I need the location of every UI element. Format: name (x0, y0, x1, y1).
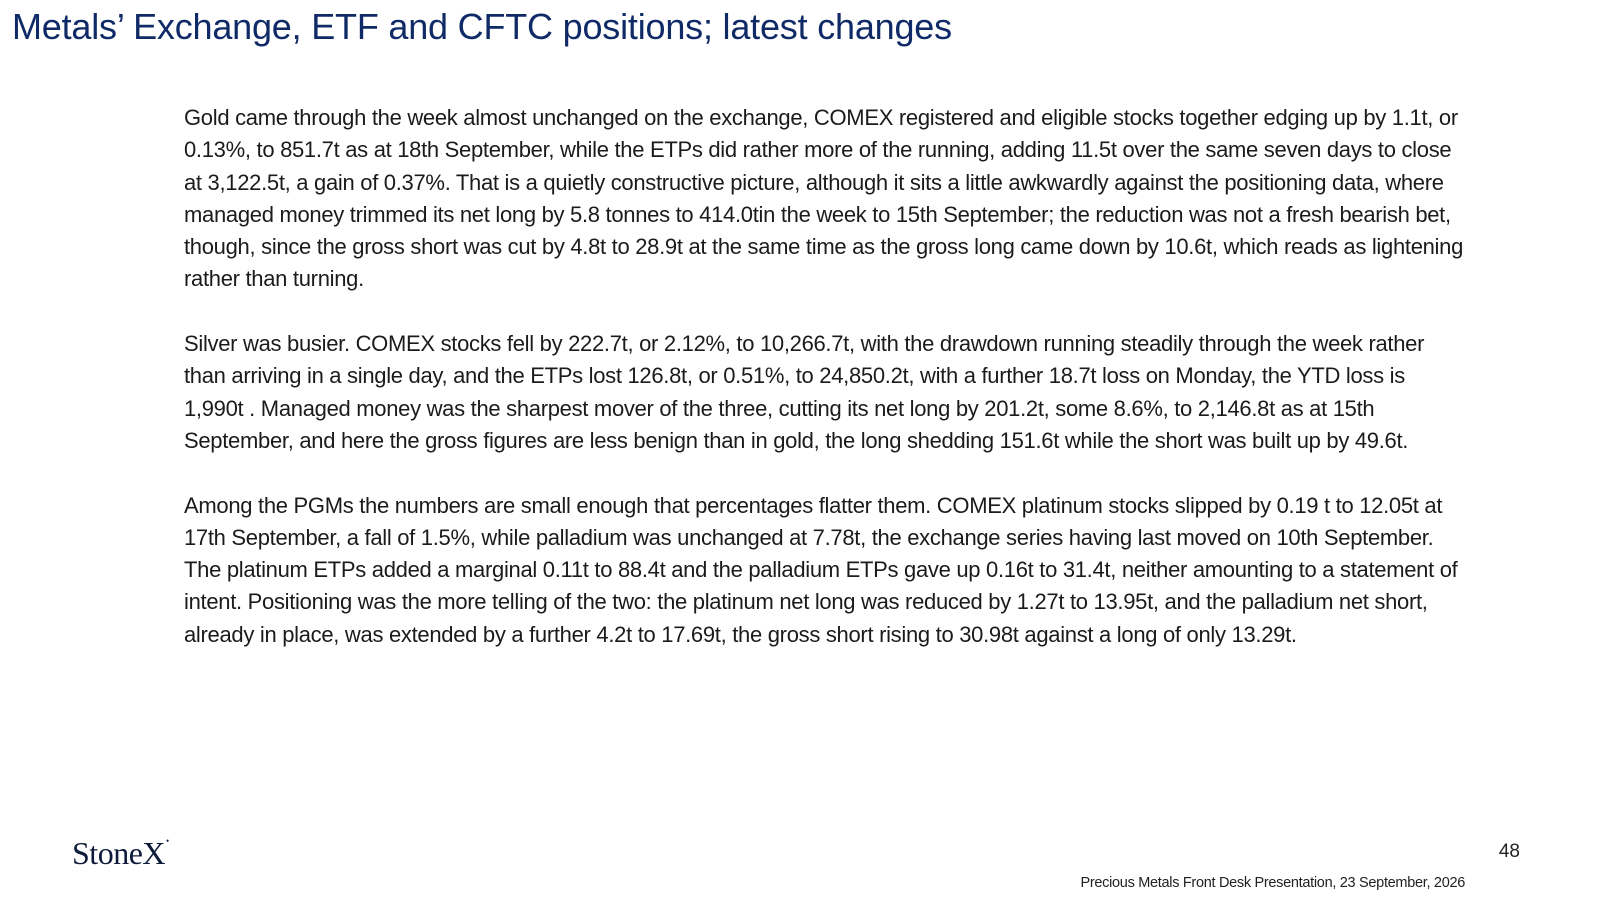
paragraph-silver: Silver was busier. COMEX stocks fell by … (184, 331, 1425, 453)
footer-caption: Precious Metals Front Desk Presentation,… (1080, 875, 1466, 891)
page-number: 48 (1498, 841, 1520, 862)
paragraph-pgms: Among the PGMs the numbers are small eno… (184, 492, 1458, 647)
logo-mark-icon: • (166, 836, 169, 846)
page-title: Metals’ Exchange, ETF and CFTC positions… (12, 6, 952, 47)
logo-text: StoneX (72, 835, 166, 871)
paragraph-gold: Gold came through the week almost unchan… (184, 105, 1464, 292)
body-text: Gold came through the week almost unchan… (184, 102, 1464, 683)
stonex-logo: StoneX• (72, 823, 169, 871)
